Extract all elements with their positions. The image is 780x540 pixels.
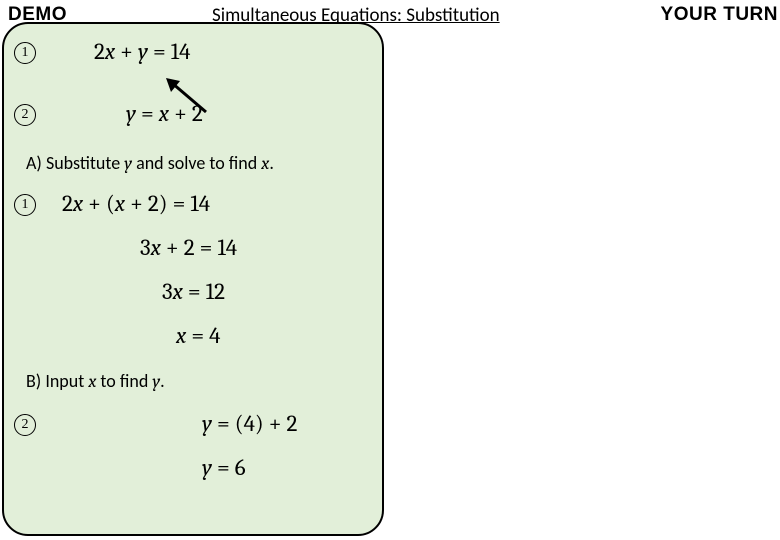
your-turn-label: YOUR TURN <box>661 4 778 26</box>
substitution-line-4: x = 4 <box>176 322 220 349</box>
instruction-b: B) Input x to find y. <box>26 370 165 392</box>
instruction-a: A) Substitute y and solve to find x. <box>26 152 274 174</box>
circle-marker-1a: 1 <box>14 42 36 64</box>
circle-marker-2b: 2 <box>14 414 36 436</box>
demo-panel: 1 2x + y = 14 2 y = x + 2 A) Substitute … <box>2 22 384 536</box>
circle-marker-2a: 2 <box>14 104 36 126</box>
circle-marker-1b: 1 <box>14 194 36 216</box>
result-line-1: y = (4) + 2 <box>202 410 297 437</box>
substitution-line-2: 3x + 2 = 14 <box>140 234 237 261</box>
substitution-line-1: 2x + (x + 2) = 14 <box>62 190 210 217</box>
result-line-2: y = 6 <box>202 454 246 481</box>
equation-2: y = x + 2 <box>126 100 203 127</box>
equation-1: 2x + y = 14 <box>94 38 190 65</box>
substitution-line-3: 3x = 12 <box>162 278 225 305</box>
